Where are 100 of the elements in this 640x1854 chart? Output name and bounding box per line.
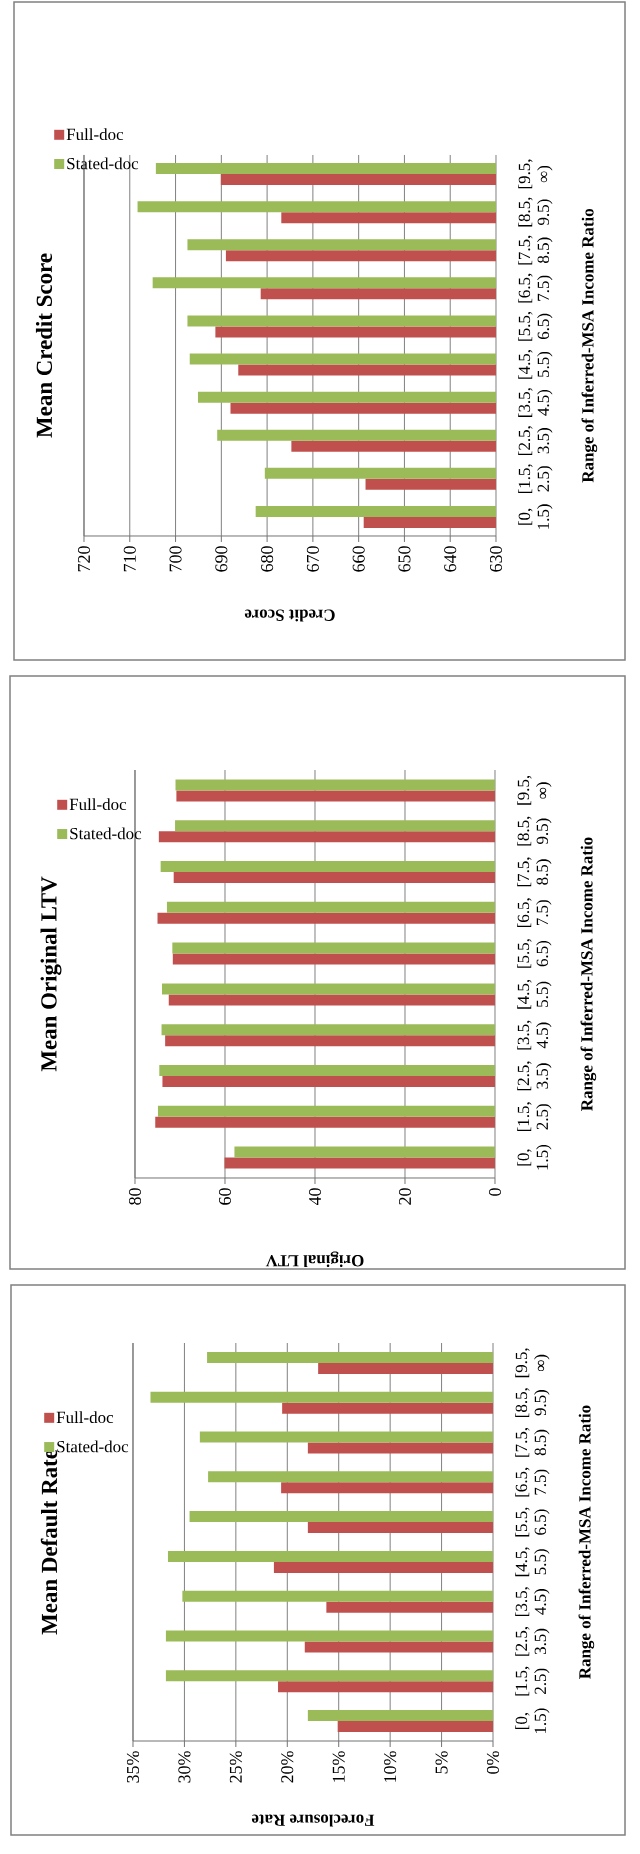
x-axis-title: Original LTV [265,1251,364,1268]
y-axis-title: Range of Inferred-MSA Income Ratio [581,208,598,483]
y-tick-label: [9.5, ∞) [517,775,552,805]
bar [224,1157,495,1169]
bar [208,1471,493,1483]
x-tick-label: 60 [218,1188,232,1205]
bar [165,1035,495,1047]
y-tick-label: [6.5, 7.5) [515,1467,550,1497]
bar [155,1116,495,1128]
bar [337,1721,493,1733]
y-tick-label: [2.5, 3.5) [517,1061,552,1091]
x-tick-label: 20% [281,1751,294,1783]
y-tick-label: [5.5, 6.5) [517,939,552,968]
x-tick-label: 660 [352,546,365,572]
bar [172,942,495,954]
x-tick-label: 0 [488,1188,502,1196]
x-tick-label: 720 [77,546,91,572]
x-tick-label: 30% [178,1751,191,1783]
x-tick-label: 690 [215,546,228,572]
y-tick-label: [2.5, 3.5) [515,1627,550,1656]
bar [159,1065,495,1076]
bar [307,1442,493,1454]
bar [207,1351,493,1363]
bar [234,1146,495,1158]
text: Mean Default Rate [40,1449,58,1635]
bar [176,790,495,802]
legend-label: Full-doc [66,128,124,141]
bar [199,1431,493,1443]
x-tick-label: 0% [486,1751,500,1774]
y-tick-label: [1.5, 2.5) [517,1102,552,1132]
bar [307,1522,493,1534]
bar [278,1681,493,1693]
y-tick-label: [0, 1.5) [518,504,553,529]
x-tick-label: 35% [126,1751,140,1783]
bar [173,871,495,883]
x-tick-label: 25% [229,1751,242,1783]
bar [175,820,495,832]
bar [165,1630,493,1642]
bar [166,901,495,913]
bar [160,860,495,872]
bar [167,1550,493,1562]
y-tick-label: [8.5, 9.5) [518,197,553,227]
y-tick-label: [1.5, 2.5) [518,464,553,494]
x-tick-label: 640 [444,546,457,572]
bar [307,1710,493,1722]
x-tick-label: 80 [128,1188,142,1205]
legend-label: Stated-doc [70,827,142,840]
text: Mean Credit Score [35,253,53,438]
y-tick-label: [8.5, 9.5) [515,1388,550,1417]
bar [281,1482,493,1494]
y-tick-label: [4.5, 5.5) [518,350,553,379]
bar [304,1641,493,1653]
x-tick-label: 5% [435,1751,448,1774]
bar [189,1511,493,1523]
y-tick-label: [7.5, 8.5) [518,235,553,265]
legend-label: Full-doc [69,798,127,811]
x-tick-label: 670 [306,546,319,572]
y-tick-label: [3.5, 4.5) [518,388,553,417]
bar [161,1024,495,1036]
x-tick-label: 630 [489,546,503,572]
bar [150,1391,493,1403]
bar [157,1105,495,1117]
y-tick-label: [6.5, 7.5) [517,898,552,928]
bar [326,1601,493,1613]
bar [162,1076,495,1087]
y-tick-label: [6.5, 7.5) [518,273,553,303]
bar [282,1402,493,1414]
y-tick-label: [0, 1.5) [517,1144,552,1170]
y-tick-label: [0, 1.5) [515,1708,550,1734]
y-axis-title: Range of Inferred-MSA Income Ratio [580,837,597,1111]
bar [182,1590,493,1602]
bar [172,953,495,965]
x-tick-label: 10% [384,1751,397,1782]
x-tick-label: 20 [398,1188,412,1205]
y-tick-label: [3.5, 4.5) [517,1020,552,1050]
bar [273,1561,493,1573]
x-tick-label: 680 [261,546,274,572]
y-tick-label: [5.5, 6.5) [518,311,553,341]
bar [157,912,495,924]
text: Mean Original LTV [40,876,62,1072]
x-tick-label: 15% [332,1751,345,1782]
y-tick-label: [5.5, 6.5) [515,1507,550,1537]
legend-label: Stated-doc [57,1440,129,1453]
x-tick-label: 700 [169,546,182,572]
x-axis-title: Foreclosure Rate [251,1814,375,1827]
x-tick-label: 40 [308,1188,322,1206]
bar [165,1670,493,1682]
bar [168,994,495,1006]
x-tick-label: 710 [123,546,136,572]
bar [318,1362,493,1374]
y-tick-label: [1.5, 2.5) [515,1666,550,1696]
x-tick-label: 650 [398,546,411,572]
y-axis-title: Range of Inferred-MSA Income Ratio [578,1405,595,1679]
y-tick-label: [3.5, 4.5) [515,1587,550,1616]
y-tick-label: [7.5, 8.5) [517,857,552,887]
y-tick-label: [9.5, ∞) [518,159,553,189]
legend-label: Stated-doc [67,157,139,170]
bar [162,983,495,995]
y-tick-label: [4.5, 5.5) [515,1547,550,1577]
bar [175,779,495,791]
